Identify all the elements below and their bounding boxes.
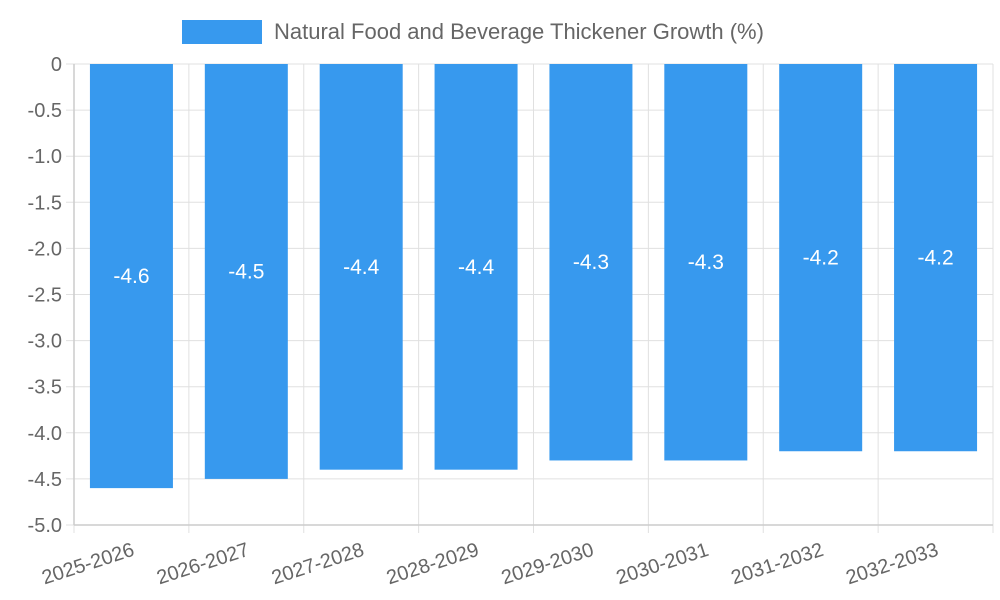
y-tick-label: 0 <box>51 54 62 76</box>
bar-value-label: -4.5 <box>228 260 264 283</box>
y-tick-label: -3.5 <box>28 377 62 399</box>
y-tick-label: -3.0 <box>28 331 62 353</box>
x-tick-label: 2031-2032 <box>728 539 826 589</box>
y-tick-label: -4.5 <box>28 469 62 491</box>
bar[interactable] <box>779 64 863 452</box>
x-tick-label: 2030-2031 <box>614 539 712 589</box>
bar[interactable] <box>204 64 288 479</box>
y-tick-label: -0.5 <box>28 100 62 122</box>
x-tick-label: 2027-2028 <box>269 539 367 589</box>
y-tick-label: -5.0 <box>28 515 62 537</box>
bar[interactable] <box>664 64 748 461</box>
y-tick-label: -2.0 <box>28 238 62 260</box>
bar-value-label: -4.4 <box>458 256 495 279</box>
bar-value-label: -4.2 <box>917 247 953 270</box>
bar-value-label: -4.6 <box>113 265 149 288</box>
data-labels: -4.6 -4.5 -4.4 -4.4 -4.3 -4.3 -4.2 -4.2 <box>113 247 953 288</box>
legend-label: Natural Food and Beverage Thickener Grow… <box>274 19 764 44</box>
x-tick-label: 2026-2027 <box>154 539 252 589</box>
legend-swatch <box>182 20 262 44</box>
bar[interactable] <box>89 64 173 489</box>
bar-value-label: -4.3 <box>573 251 609 274</box>
x-tick-label: 2032-2033 <box>843 539 941 589</box>
bars <box>89 64 978 489</box>
y-tick-label: -1.0 <box>28 146 62 168</box>
bar[interactable] <box>894 64 978 452</box>
x-tick-label: 2028-2029 <box>384 539 482 589</box>
bar[interactable] <box>434 64 518 470</box>
y-tick-label: -4.0 <box>28 423 62 445</box>
bar[interactable] <box>319 64 403 470</box>
legend[interactable]: Natural Food and Beverage Thickener Grow… <box>182 19 764 44</box>
bar-value-label: -4.4 <box>343 256 380 279</box>
x-tick-label: 2025-2026 <box>39 539 137 589</box>
bar[interactable] <box>549 64 633 461</box>
y-tick-label: -2.5 <box>28 285 62 307</box>
bar-value-label: -4.2 <box>803 247 839 270</box>
bar-value-label: -4.3 <box>688 251 724 274</box>
y-tick-label: -1.5 <box>28 192 62 214</box>
x-tick-label: 2029-2030 <box>499 539 597 589</box>
